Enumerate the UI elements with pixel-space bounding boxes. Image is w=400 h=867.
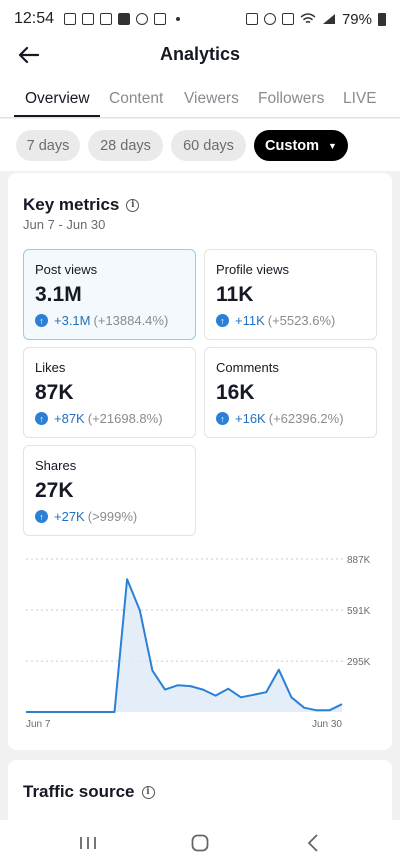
battery-icon	[378, 12, 386, 26]
home-icon	[191, 834, 209, 852]
system-back-button[interactable]	[293, 828, 333, 858]
metric-delta: ↑ +87K (+21698.8%)	[35, 411, 163, 426]
range-28-days-chip[interactable]: 28 days	[88, 130, 163, 161]
metric-value: 27K	[35, 479, 74, 502]
metric-label: Shares	[35, 458, 77, 473]
metric-delta-pct: (>999%)	[87, 509, 138, 524]
tab-live[interactable]: LIVE	[343, 90, 377, 107]
tab-viewers[interactable]: Viewers	[184, 90, 239, 107]
info-icon[interactable]: i	[126, 198, 140, 212]
metric-comments[interactable]: Comments 16K ↑ +16K (+62396.2%)	[204, 347, 377, 438]
system-nav-bar	[0, 820, 400, 867]
arrow-up-icon: ↑	[35, 510, 48, 523]
signal-icon	[322, 14, 335, 24]
metric-label: Post views	[35, 262, 98, 277]
traffic-source-title: Traffic source	[23, 782, 135, 801]
series-line	[26, 578, 343, 713]
metric-delta-abs: +27K	[54, 509, 85, 524]
y-tick-label: 591K	[347, 606, 371, 617]
range-custom-chip[interactable]: Custom ▼	[254, 130, 348, 161]
metric-delta: ↑ +16K (+62396.2%)	[216, 411, 344, 426]
arrow-left-icon	[18, 46, 39, 64]
key-metrics-card: Key metrics i Jun 7 - Jun 30 Post views …	[8, 173, 392, 750]
arrow-up-icon: ↑	[216, 314, 229, 327]
traffic-source-heading: Traffic source i	[23, 782, 155, 802]
wifi-icon	[300, 13, 316, 24]
metric-delta-abs: +3.1M	[54, 313, 91, 328]
more-notifications-dot	[176, 17, 181, 21]
tab-overview[interactable]: Overview	[25, 90, 90, 107]
app-icon-filled	[118, 13, 131, 25]
metric-value: 87K	[35, 381, 74, 404]
info-icon[interactable]: i	[141, 785, 155, 799]
status-time: 12:54	[14, 10, 55, 27]
battery-percent: 79%	[341, 10, 372, 28]
arrow-up-icon: ↑	[35, 412, 48, 425]
back-button[interactable]	[14, 40, 42, 70]
app-header: Analytics	[0, 38, 400, 76]
metric-delta-pct: (+13884.4%)	[93, 313, 169, 328]
notification-icon	[82, 13, 95, 25]
metric-delta-abs: +16K	[235, 411, 266, 426]
metric-delta-pct: (+21698.8%)	[87, 411, 163, 426]
app-icon	[100, 13, 113, 25]
chevron-left-icon	[307, 834, 318, 852]
metric-delta: ↑ +11K (+5523.6%)	[216, 313, 335, 328]
arrow-up-icon: ↑	[35, 314, 48, 327]
tab-followers[interactable]: Followers	[258, 90, 325, 107]
tab-content[interactable]: Content	[109, 90, 164, 107]
mute-icon	[281, 13, 294, 25]
recent-apps-button[interactable]	[68, 828, 108, 858]
metric-profile-views[interactable]: Profile views 11K ↑ +11K (+5523.6%)	[204, 249, 377, 340]
calendar-icon	[64, 13, 77, 25]
range-custom-label: Custom	[265, 137, 320, 154]
x-tick-label: Jun 30	[312, 719, 342, 730]
key-metrics-title: Key metrics	[23, 195, 120, 214]
metric-label: Profile views	[216, 262, 289, 277]
metric-delta-abs: +87K	[54, 411, 85, 426]
home-button[interactable]	[180, 828, 220, 858]
y-tick-label: 887K	[347, 555, 371, 566]
key-metrics-heading: Key metrics i	[23, 195, 140, 215]
tab-bar: Overview Content Viewers Followers LIVE	[0, 76, 400, 118]
active-tab-indicator	[14, 115, 100, 117]
y-tick-label: 295K	[347, 657, 371, 668]
x-tick-label: Jun 7	[26, 719, 51, 730]
date-range-filter: 7 days 28 days 60 days Custom ▼	[0, 119, 400, 171]
circle-app-icon	[136, 13, 149, 25]
metric-value: 16K	[216, 381, 255, 404]
metric-delta: ↑ +3.1M (+13884.4%)	[35, 313, 168, 328]
metric-shares[interactable]: Shares 27K ↑ +27K (>999%)	[23, 445, 196, 536]
series-area	[26, 579, 342, 712]
alarm-icon	[263, 13, 276, 25]
metric-post-views[interactable]: Post views 3.1M ↑ +3.1M (+13884.4%)	[23, 249, 196, 340]
post-views-chart: 295K 591K 887K Jun 7 Jun 30	[26, 555, 371, 730]
arrow-up-icon: ↑	[216, 412, 229, 425]
person-icon	[154, 13, 167, 25]
caret-down-icon: ▼	[328, 140, 337, 151]
range-60-days-chip[interactable]: 60 days	[171, 130, 246, 161]
metric-likes[interactable]: Likes 87K ↑ +87K (+21698.8%)	[23, 347, 196, 438]
metric-delta: ↑ +27K (>999%)	[35, 509, 137, 524]
metric-delta-abs: +11K	[235, 313, 265, 328]
metric-label: Comments	[216, 360, 279, 375]
date-range-label: Jun 7 - Jun 30	[23, 217, 106, 232]
metric-delta-pct: (+5523.6%)	[267, 313, 336, 328]
recent-apps-icon	[80, 837, 96, 849]
nfc-icon	[245, 13, 258, 25]
metric-value: 3.1M	[35, 283, 82, 306]
metric-delta-pct: (+62396.2%)	[268, 411, 344, 426]
metric-value: 11K	[216, 283, 254, 306]
status-bar: 12:54 79%	[0, 0, 400, 38]
range-7-days-chip[interactable]: 7 days	[16, 130, 80, 161]
page-title: Analytics	[159, 44, 241, 64]
metric-label: Likes	[35, 360, 66, 375]
